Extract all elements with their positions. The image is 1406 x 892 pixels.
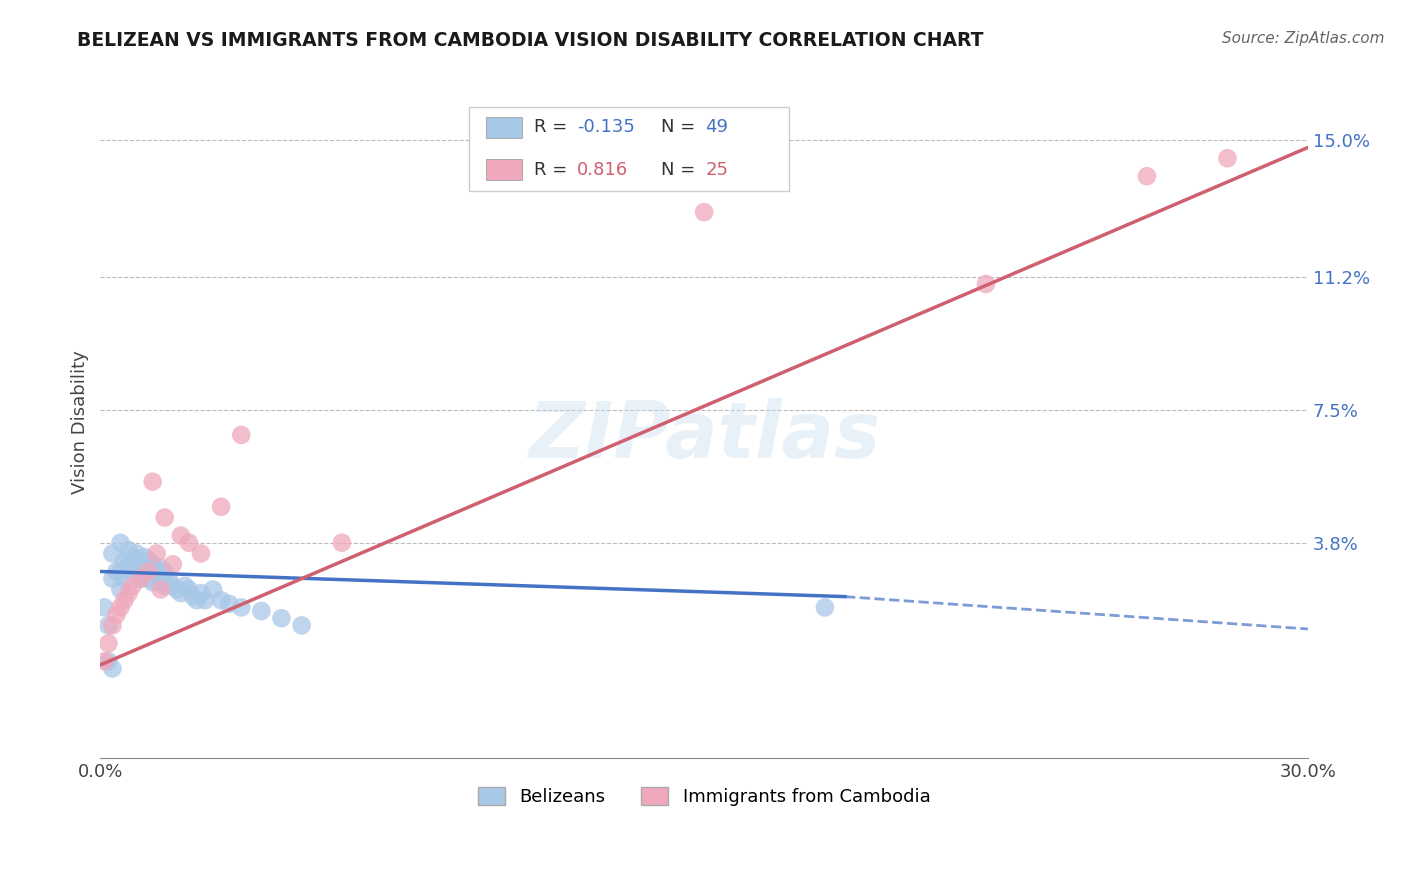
Point [110,600,132,615]
Point [190,547,212,561]
Point [129,572,152,586]
Point [125,561,148,575]
Text: ZIPatlas: ZIPatlas [529,398,880,474]
Point [101,572,124,586]
Point [814,600,837,615]
Point [202,582,225,597]
Point [114,572,136,586]
Point [138,565,160,579]
Point [142,558,165,572]
Point [209,500,232,514]
Point [693,205,716,219]
Point [129,558,152,572]
Point [149,582,172,597]
Point [162,558,184,572]
Point [218,597,240,611]
Point [190,586,212,600]
Point [330,535,353,549]
Text: N =: N = [661,119,700,136]
Point [231,428,253,442]
Point [149,561,172,575]
Point [1136,169,1159,184]
Point [157,572,180,586]
Point [93,654,115,668]
Point [101,618,124,632]
Point [173,579,195,593]
Point [974,277,997,291]
Point [153,510,176,524]
Y-axis label: Vision Disability: Vision Disability [72,351,89,494]
Point [138,554,160,568]
Point [250,604,273,618]
Legend: Belizeans, Immigrants from Cambodia: Belizeans, Immigrants from Cambodia [471,780,938,814]
Point [110,565,132,579]
Point [177,582,200,597]
Text: BELIZEAN VS IMMIGRANTS FROM CAMBODIA VISION DISABILITY CORRELATION CHART: BELIZEAN VS IMMIGRANTS FROM CAMBODIA VIS… [77,31,984,50]
Point [105,565,128,579]
Point [134,565,156,579]
Text: -0.135: -0.135 [578,119,636,136]
Text: N =: N = [661,161,700,178]
Point [97,618,120,632]
Point [114,593,136,607]
Point [134,550,156,565]
Bar [485,159,522,180]
Point [142,475,165,489]
Point [121,565,143,579]
Point [110,582,132,597]
Point [145,565,167,579]
Point [101,547,124,561]
Point [149,575,172,590]
Point [166,582,188,597]
Point [117,558,139,572]
Point [125,547,148,561]
Point [121,579,143,593]
Point [153,565,176,579]
Point [117,542,139,557]
Point [117,586,139,600]
Point [93,600,115,615]
Point [121,550,143,565]
Point [1216,151,1239,165]
Point [145,547,167,561]
Point [181,590,204,604]
Point [97,654,120,668]
Point [291,618,314,632]
FancyBboxPatch shape [468,106,789,191]
Point [101,661,124,675]
Text: 25: 25 [706,161,728,178]
Text: R =: R = [534,119,572,136]
Point [142,575,165,590]
Text: R =: R = [534,161,572,178]
Point [97,636,120,650]
Point [170,528,193,542]
Point [170,586,193,600]
Point [162,579,184,593]
Point [231,600,253,615]
Point [114,554,136,568]
Point [270,611,292,625]
Point [105,607,128,622]
Point [186,593,208,607]
Point [138,572,160,586]
Text: 49: 49 [706,119,728,136]
Point [194,593,217,607]
Bar [485,117,522,138]
Text: Source: ZipAtlas.com: Source: ZipAtlas.com [1222,31,1385,46]
Text: 0.816: 0.816 [578,161,628,178]
Point [110,535,132,549]
Point [129,572,152,586]
Point [177,535,200,549]
Point [153,579,176,593]
Point [209,593,232,607]
